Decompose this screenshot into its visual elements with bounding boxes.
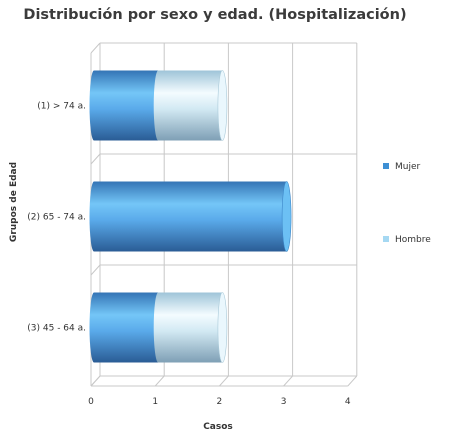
legend-item-mujer[interactable]: Mujer bbox=[383, 162, 421, 172]
x-tick-label: 4 bbox=[345, 397, 351, 407]
legend: Mujer Hombre bbox=[383, 162, 431, 245]
chart-title: Distribución por sexo y edad. (Hospitali… bbox=[23, 7, 406, 23]
bar-mujer-2 bbox=[89, 181, 292, 252]
legend-swatch bbox=[383, 236, 389, 242]
y-tick-label: (1) > 74 a. bbox=[37, 102, 86, 112]
x-grid-floor-line bbox=[154, 375, 165, 387]
legend-swatch bbox=[383, 163, 389, 169]
plot-bars bbox=[89, 70, 292, 363]
y-grid-side-line bbox=[90, 375, 101, 387]
x-tick-label: 2 bbox=[217, 397, 223, 407]
x-grid-floor-line bbox=[219, 375, 229, 387]
x-grid-floor-line bbox=[347, 375, 358, 387]
bar-mujer-3 bbox=[89, 292, 163, 363]
bar-cap bbox=[217, 70, 228, 141]
y-tick-label: (3) 45 - 64 a. bbox=[27, 324, 86, 334]
bar-hombre-1 bbox=[153, 70, 227, 141]
y-tick-labels: (1) > 74 a. (2) 65 - 74 a. (3) 45 - 64 a. bbox=[27, 102, 86, 334]
y-grid-side-line bbox=[90, 153, 101, 165]
bar-hombre-3 bbox=[153, 292, 227, 363]
x-tick-label: 1 bbox=[152, 397, 158, 407]
legend-item-hombre[interactable]: Hombre bbox=[383, 235, 431, 245]
y-tick-label: (2) 65 - 74 a. bbox=[27, 213, 86, 223]
x-grid-floor-line bbox=[283, 375, 293, 387]
x-axis-label: Casos bbox=[203, 422, 233, 432]
legend-label: Hombre bbox=[395, 235, 431, 245]
x-tick-label: 3 bbox=[281, 397, 287, 407]
bar-cap bbox=[217, 292, 228, 363]
legend-label: Mujer bbox=[395, 162, 421, 172]
y-grid-side-line bbox=[90, 264, 101, 276]
x-tick-label: 0 bbox=[88, 397, 94, 407]
y-grid-side-line bbox=[90, 42, 101, 54]
bar-cap bbox=[281, 181, 292, 252]
x-tick-labels: 0 1 2 3 4 bbox=[88, 397, 351, 407]
y-axis-label: Grupos de Edad bbox=[9, 162, 19, 242]
bar-mujer-1 bbox=[89, 70, 163, 141]
